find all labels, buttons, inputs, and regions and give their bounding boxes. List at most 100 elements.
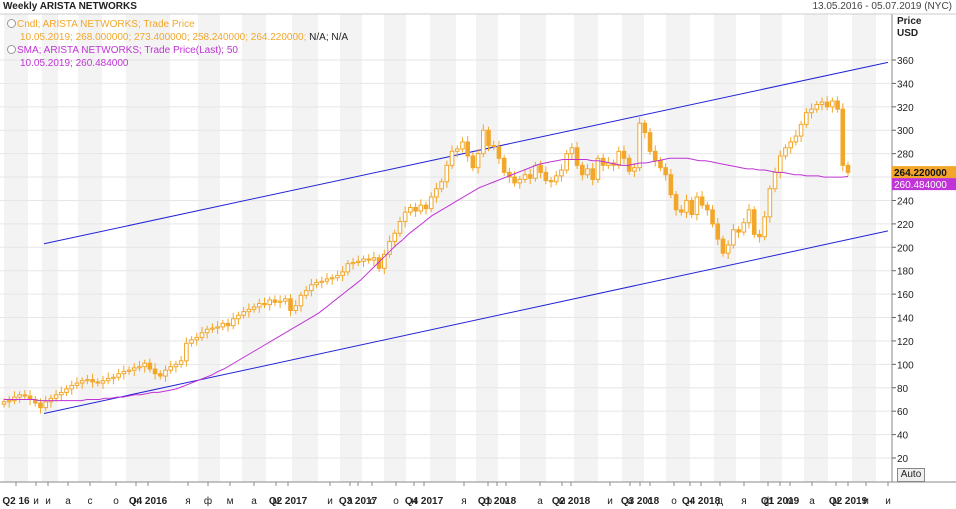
candle — [736, 229, 741, 233]
candle — [678, 209, 684, 213]
candle — [392, 232, 398, 242]
candle — [283, 298, 288, 302]
candle — [475, 153, 481, 169]
candle — [783, 147, 788, 157]
candle — [590, 168, 596, 180]
month-band — [4, 14, 28, 482]
candle — [501, 157, 507, 173]
candle — [725, 244, 731, 254]
candle — [85, 379, 90, 382]
candle — [355, 260, 361, 264]
candle — [762, 216, 767, 238]
month-band — [78, 14, 102, 482]
x-tick-label: а — [537, 496, 543, 507]
month-band — [430, 14, 456, 482]
y-tick-label: 320 — [897, 103, 914, 114]
candle — [345, 263, 351, 273]
candle — [434, 188, 439, 198]
candle — [173, 363, 179, 368]
candle — [64, 388, 69, 393]
x-tick-label: а — [809, 496, 815, 507]
candle — [27, 395, 33, 400]
candle — [288, 298, 293, 312]
candle — [335, 274, 340, 279]
candle — [428, 196, 434, 210]
month-band — [666, 14, 690, 482]
candle — [272, 299, 278, 303]
x-tick-label: а — [65, 496, 71, 507]
legend-toggle-icon[interactable] — [7, 19, 16, 28]
candle — [824, 101, 830, 108]
candle — [559, 169, 564, 177]
legend-candle-values: 10.05.2019; 268.000000; 273.400000; 258.… — [7, 32, 348, 43]
candle — [449, 150, 455, 166]
legend-candle[interactable]: Cndl; ARISTA NETWORKS; Trade Price 10.05… — [7, 19, 348, 43]
candle — [194, 336, 200, 341]
candle — [163, 369, 168, 377]
candle — [710, 209, 715, 225]
candle — [684, 199, 689, 213]
month-band — [622, 14, 644, 482]
x-tick-label: я — [185, 496, 190, 507]
candle — [423, 204, 429, 210]
candle — [184, 342, 189, 362]
candle — [548, 180, 554, 183]
x-tick-label: Q2 2018 — [552, 496, 591, 507]
candle — [496, 146, 502, 159]
candle — [350, 262, 356, 265]
y-tick-label: 180 — [897, 267, 914, 278]
x-tick-label: я — [461, 496, 466, 507]
candle — [585, 168, 590, 176]
candle — [69, 384, 75, 390]
legend-toggle-icon[interactable] — [7, 45, 16, 54]
candle — [121, 370, 127, 375]
y-tick-label: 40 — [897, 431, 909, 442]
candle — [491, 144, 497, 148]
candle — [246, 308, 252, 313]
x-tick-label: и — [885, 496, 891, 507]
candle — [777, 155, 783, 173]
x-tick-label: о — [113, 496, 119, 507]
auto-scale-button[interactable]: Auto — [897, 468, 925, 482]
candle — [277, 300, 283, 303]
sma-series — [4, 157, 849, 402]
candle — [111, 376, 116, 379]
chart-title: Weekly ARISTA NETWORKS — [3, 1, 137, 12]
x-tick-label: н — [411, 496, 417, 507]
y-tick-label: 140 — [897, 314, 914, 325]
candle — [215, 326, 220, 329]
candle — [772, 171, 778, 190]
candle — [574, 147, 580, 166]
candle — [663, 167, 668, 176]
date-range: 13.05.2016 - 05.07.2019 (NYC) — [812, 1, 952, 12]
candle — [361, 258, 366, 262]
x-tick-label: и — [45, 496, 51, 507]
x-tick-label: Q3 2018 — [621, 496, 660, 507]
candle — [74, 382, 80, 386]
candle — [53, 394, 59, 399]
candle — [798, 123, 804, 137]
month-band — [760, 14, 782, 482]
candle — [533, 164, 538, 179]
x-tick-label: о — [393, 496, 399, 507]
x-tick-label: и — [607, 496, 613, 507]
candle — [757, 233, 762, 238]
candle — [793, 135, 799, 143]
candle — [751, 209, 757, 235]
x-tick-label: Q4 2017 — [405, 496, 444, 507]
y-tick-label: 240 — [897, 196, 914, 207]
candle — [408, 206, 413, 213]
x-tick-label: ф — [764, 495, 772, 507]
candle — [767, 188, 773, 218]
candle — [230, 318, 236, 327]
candle — [126, 369, 132, 372]
x-tick-label: и — [863, 496, 869, 507]
candle — [705, 204, 710, 211]
candle — [522, 174, 528, 180]
x-tick-label: а — [627, 496, 633, 507]
candle — [564, 153, 569, 171]
channel-lower-line — [43, 230, 889, 415]
candle — [366, 258, 371, 261]
candle — [460, 141, 465, 150]
legend-sma[interactable]: SMA; ARISTA NETWORKS; Trade Price(Last);… — [7, 45, 238, 69]
